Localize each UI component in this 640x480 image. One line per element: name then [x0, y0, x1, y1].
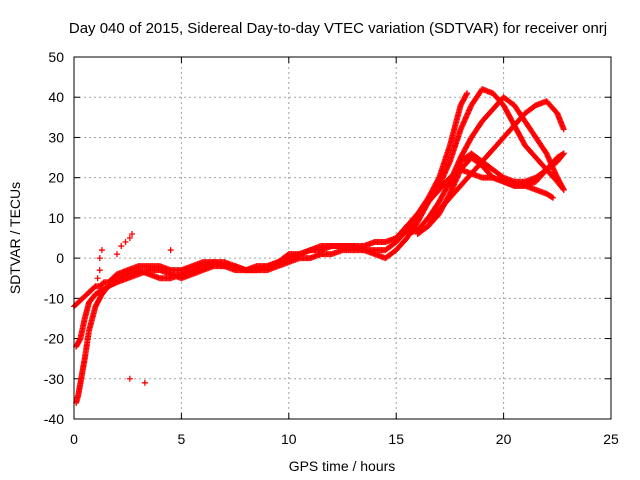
axis-ticks: 0 5 10 15 20 25 -40 -30 -20 -10 0 10 20 30 40 50: [44, 49, 619, 447]
y-tick-label: -30: [44, 371, 64, 387]
data-point: [548, 194, 555, 201]
y-tick-label: 20: [48, 170, 64, 186]
data-point: [98, 247, 105, 254]
y-axis-label: SDTVAR / TECUs: [7, 182, 23, 294]
series-arc-g: [446, 150, 567, 189]
x-tick-label: 25: [603, 431, 619, 447]
data-point: [126, 375, 133, 382]
plot-frame: [73, 56, 612, 420]
series-arc-c: [73, 150, 567, 406]
x-tick-label: 20: [496, 431, 512, 447]
data-point: [141, 379, 148, 386]
data-point: [464, 90, 471, 97]
data-point: [550, 194, 557, 201]
x-tick-label: 15: [388, 431, 404, 447]
y-tick-label: -10: [44, 290, 64, 306]
y-tick-label: 40: [48, 89, 64, 105]
data-point: [167, 247, 174, 254]
data-point: [118, 243, 125, 250]
data-point: [128, 230, 135, 237]
data-point: [96, 255, 103, 262]
data-point: [96, 267, 103, 274]
x-tick-label: 0: [70, 431, 78, 447]
y-tick-label: 50: [48, 49, 64, 65]
x-tick-label: 10: [281, 431, 297, 447]
data-point: [126, 235, 133, 241]
data-point: [113, 251, 120, 258]
x-tick-label: 5: [178, 431, 186, 447]
y-tick-label: 0: [56, 250, 64, 266]
data-point: [122, 239, 129, 246]
y-tick-label: -20: [44, 331, 64, 347]
y-tick-label: -40: [44, 411, 64, 427]
x-axis-label: GPS time / hours: [289, 458, 396, 474]
data-point: [560, 186, 567, 193]
data-point: [559, 151, 566, 158]
y-tick-label: 10: [48, 210, 64, 226]
series-spikes: [94, 230, 174, 386]
y-tick-label: 30: [48, 129, 64, 145]
data-point: [560, 150, 567, 157]
chart-title: Day 040 of 2015, Sidereal Day-to-day VTE…: [69, 20, 607, 37]
data-point: [560, 126, 567, 133]
data-point: [94, 275, 101, 282]
data-points: [71, 86, 567, 406]
